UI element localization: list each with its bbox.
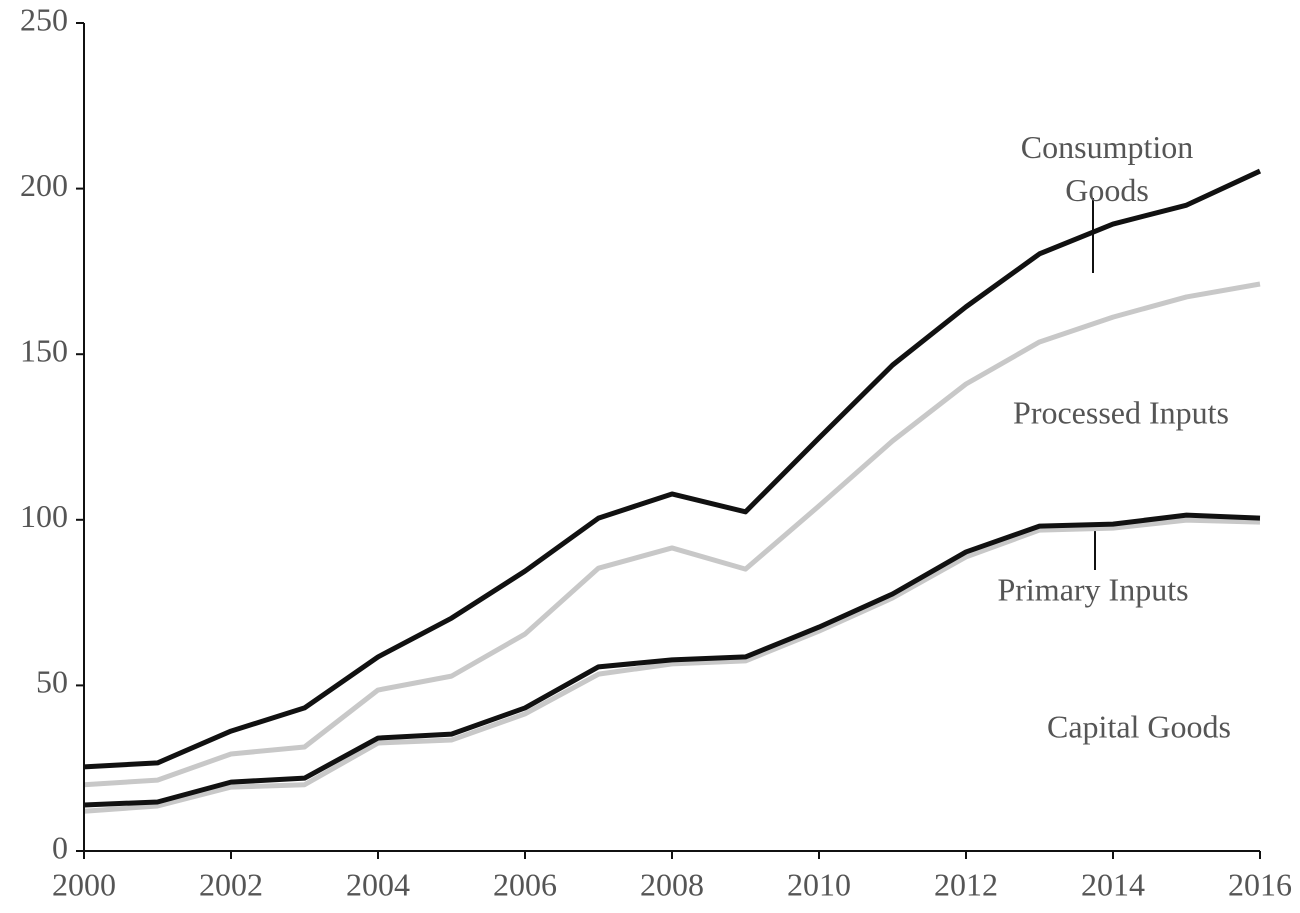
series-line — [83, 281, 1261, 788]
series-line — [83, 168, 1262, 770]
x-tick-label: 2008 — [640, 866, 704, 902]
x-tick-label: 2006 — [493, 866, 557, 902]
x-tick-label: 2010 — [787, 866, 851, 902]
series-label: Primary Inputs — [997, 571, 1189, 608]
y-tick-label: 250 — [20, 1, 68, 37]
x-tick-label: 2000 — [52, 866, 116, 902]
x-tick-label: 2012 — [934, 866, 998, 902]
x-tick-label: 2002 — [199, 866, 263, 902]
y-tick-label: 200 — [20, 167, 68, 203]
y-tick-label: 0 — [52, 829, 68, 865]
series-line — [83, 512, 1261, 808]
series-label: Processed Inputs — [1013, 394, 1229, 431]
x-tick-label: 2016 — [1228, 866, 1292, 902]
y-tick-label: 100 — [20, 498, 68, 534]
x-tick-label: 2014 — [1081, 866, 1145, 902]
y-tick-label: 50 — [36, 664, 68, 700]
x-tick-label: 2004 — [346, 866, 410, 902]
y-tick-label: 150 — [20, 333, 68, 369]
series-label: Capital Goods — [1047, 708, 1231, 745]
series-label: Consumption Goods — [1020, 129, 1194, 208]
series-line — [83, 517, 1261, 814]
